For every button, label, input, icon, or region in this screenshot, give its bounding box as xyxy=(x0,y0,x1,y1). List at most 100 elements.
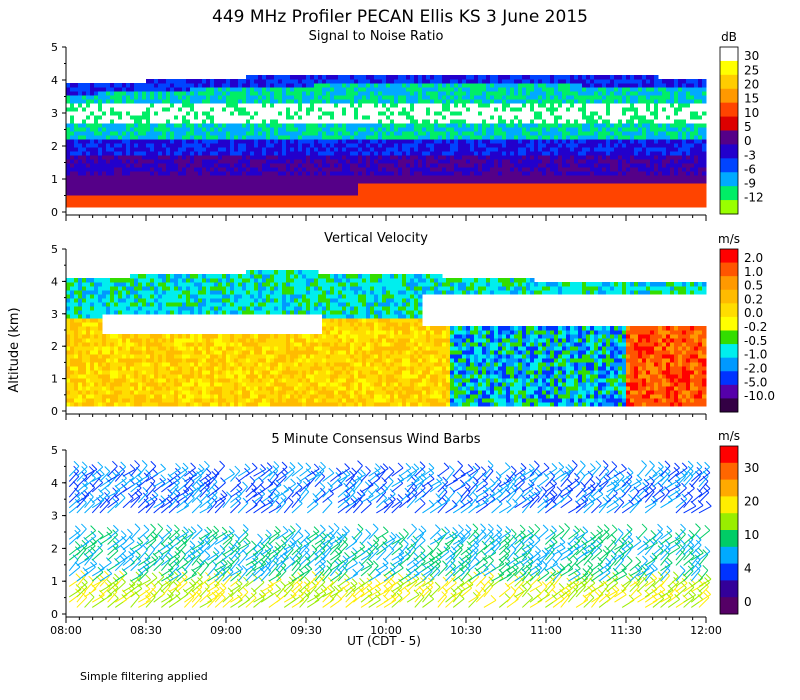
heat-cell xyxy=(662,147,667,152)
heat-cell xyxy=(334,79,339,84)
heat-cell xyxy=(234,187,239,192)
heat-cell xyxy=(670,79,675,84)
heat-cell xyxy=(162,151,167,156)
heat-cell xyxy=(330,187,335,192)
heat-cell xyxy=(606,107,611,112)
heat-cell xyxy=(370,75,375,80)
heat-cell xyxy=(358,123,363,128)
heat-cell xyxy=(182,99,187,104)
heat-cell xyxy=(306,83,311,88)
heat-cell xyxy=(114,91,119,96)
heat-cell xyxy=(470,171,475,176)
heat-cell xyxy=(514,131,519,136)
heat-cell xyxy=(362,87,367,92)
heat-cell xyxy=(114,179,119,184)
heat-cell xyxy=(222,95,227,100)
heat-cell xyxy=(110,147,115,152)
heat-cell xyxy=(138,87,143,92)
heat-cell xyxy=(342,199,347,204)
heat-cell xyxy=(238,119,243,124)
heat-cell xyxy=(294,95,299,100)
heat-cell xyxy=(378,103,383,108)
heat-cell xyxy=(342,79,347,84)
heat-cell xyxy=(502,87,507,92)
heat-cell xyxy=(230,103,235,108)
heat-cell xyxy=(426,95,431,100)
heat-cell xyxy=(222,195,227,200)
heat-cell xyxy=(238,147,243,152)
heat-cell xyxy=(286,139,291,144)
heat-cell xyxy=(126,183,131,188)
heat-cell xyxy=(614,75,619,80)
heat-cell xyxy=(626,87,631,92)
heat-cell xyxy=(234,95,239,100)
heat-cell xyxy=(534,159,539,164)
heat-cell xyxy=(122,203,127,208)
heat-cell xyxy=(126,187,131,192)
heat-cell xyxy=(474,183,479,188)
heat-cell xyxy=(674,87,679,92)
heat-cell xyxy=(298,171,303,176)
heat-cell xyxy=(354,135,359,140)
heat-cell xyxy=(70,175,75,180)
heat-cell xyxy=(442,203,447,208)
heat-cell xyxy=(566,199,571,204)
heat-cell xyxy=(562,131,567,136)
heat-cell xyxy=(314,199,319,204)
heat-cell xyxy=(198,203,203,208)
heat-cell xyxy=(282,167,287,172)
heat-cell xyxy=(314,195,319,200)
heat-cell xyxy=(270,99,275,104)
heat-cell xyxy=(550,139,555,144)
heat-cell xyxy=(318,103,323,108)
heat-cell xyxy=(626,83,631,88)
heat-cell xyxy=(130,203,135,208)
heat-cell xyxy=(134,167,139,172)
heat-cell xyxy=(358,195,363,200)
heat-cell xyxy=(314,127,319,132)
heat-cell xyxy=(186,203,191,208)
heat-cell xyxy=(174,183,179,188)
heat-cell xyxy=(394,115,399,120)
heat-cell xyxy=(338,123,343,128)
heat-cell xyxy=(206,135,211,140)
heat-cell xyxy=(74,107,79,112)
heat-cell xyxy=(494,127,499,132)
heat-cell xyxy=(506,103,511,108)
heat-cell xyxy=(162,135,167,140)
heat-cell xyxy=(538,191,543,196)
heat-cell xyxy=(558,115,563,120)
heat-cell xyxy=(338,119,343,124)
heat-cell xyxy=(614,191,619,196)
heat-cell xyxy=(126,179,131,184)
heat-cell xyxy=(198,115,203,120)
heat-cell xyxy=(370,167,375,172)
heat-cell xyxy=(438,175,443,180)
heat-cell xyxy=(402,143,407,148)
heat-cell xyxy=(546,103,551,108)
heat-cell xyxy=(434,119,439,124)
heat-cell xyxy=(106,159,111,164)
heat-cell xyxy=(218,87,223,92)
heat-cell xyxy=(154,131,159,136)
heat-cell xyxy=(286,91,291,96)
heat-cell xyxy=(110,127,115,132)
heat-cell xyxy=(514,123,519,128)
heat-cell xyxy=(510,151,515,156)
heat-cell xyxy=(270,195,275,200)
heat-cell xyxy=(634,87,639,92)
heat-cell xyxy=(530,159,535,164)
heat-cell xyxy=(470,83,475,88)
heat-cell xyxy=(402,123,407,128)
heat-cell xyxy=(406,123,411,128)
heat-cell xyxy=(326,95,331,100)
heat-cell xyxy=(290,127,295,132)
heat-cell xyxy=(674,123,679,128)
heat-cell xyxy=(270,203,275,208)
heat-cell xyxy=(486,107,491,112)
heat-cell xyxy=(574,139,579,144)
heat-cell xyxy=(574,199,579,204)
heat-cell xyxy=(330,131,335,136)
heat-cell xyxy=(454,195,459,200)
heat-cell xyxy=(182,111,187,116)
